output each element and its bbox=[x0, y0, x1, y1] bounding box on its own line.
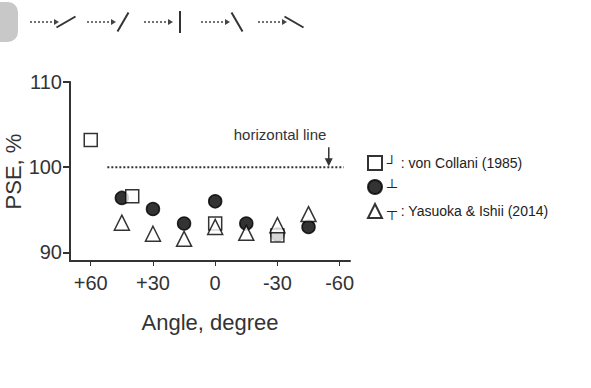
svg-text:0: 0 bbox=[210, 272, 221, 294]
svg-text:Angle, degree: Angle, degree bbox=[142, 310, 279, 335]
svg-text:┘ : von Collani (1985): ┘ : von Collani (1985) bbox=[386, 155, 522, 171]
svg-text:PSE, %: PSE, % bbox=[1, 134, 26, 210]
svg-text:110: 110 bbox=[30, 71, 62, 93]
svg-text:90: 90 bbox=[40, 241, 62, 263]
svg-text:┴: ┴ bbox=[386, 179, 397, 195]
svg-text:100: 100 bbox=[29, 156, 62, 178]
svg-text:┬ : Yasuoka & Ishii (2014): ┬ : Yasuoka & Ishii (2014) bbox=[386, 203, 548, 221]
svg-text:+60: +60 bbox=[74, 272, 108, 294]
svg-text:horizontal line: horizontal line bbox=[234, 126, 327, 143]
svg-text:-60: -60 bbox=[325, 272, 354, 294]
svg-text:+30: +30 bbox=[136, 272, 170, 294]
svg-text:-30: -30 bbox=[263, 272, 292, 294]
